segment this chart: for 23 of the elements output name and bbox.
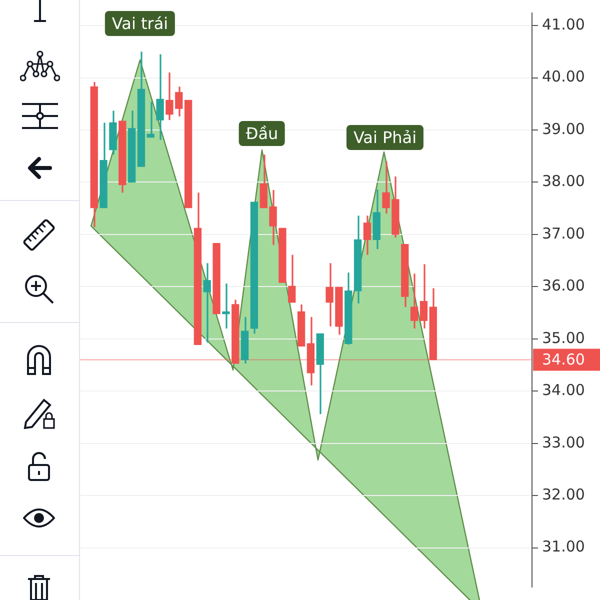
annotation: Vai trái xyxy=(104,11,176,36)
y-tick-label: 40.00 xyxy=(542,68,585,86)
y-tick-label: 37.00 xyxy=(542,224,585,242)
candlestick xyxy=(156,53,164,141)
candlestick xyxy=(146,100,154,138)
candlestick xyxy=(420,263,428,330)
y-tick-label: 36.00 xyxy=(542,276,585,295)
y-tick-label: 41.00 xyxy=(542,15,585,34)
y-tick-label: 35.00 xyxy=(542,328,585,347)
y-tick-label: 31.00 xyxy=(542,538,585,556)
y-tick-label: 34.00 xyxy=(542,381,585,400)
y-tick-label: 33.00 xyxy=(542,433,585,452)
candlestick xyxy=(288,254,296,304)
y-tick-label: 32.00 xyxy=(542,485,585,504)
annotation: Vai Phải xyxy=(346,125,424,150)
candlestick xyxy=(410,272,418,330)
ref-line-label: 34.60 xyxy=(542,350,585,369)
y-tick-label: 39.00 xyxy=(542,120,585,138)
candlestick xyxy=(222,282,230,330)
annotation: Đầu xyxy=(238,121,286,146)
candlestick xyxy=(203,262,211,344)
candlestick xyxy=(363,214,372,256)
y-tick-label: 38.00 xyxy=(542,172,585,190)
